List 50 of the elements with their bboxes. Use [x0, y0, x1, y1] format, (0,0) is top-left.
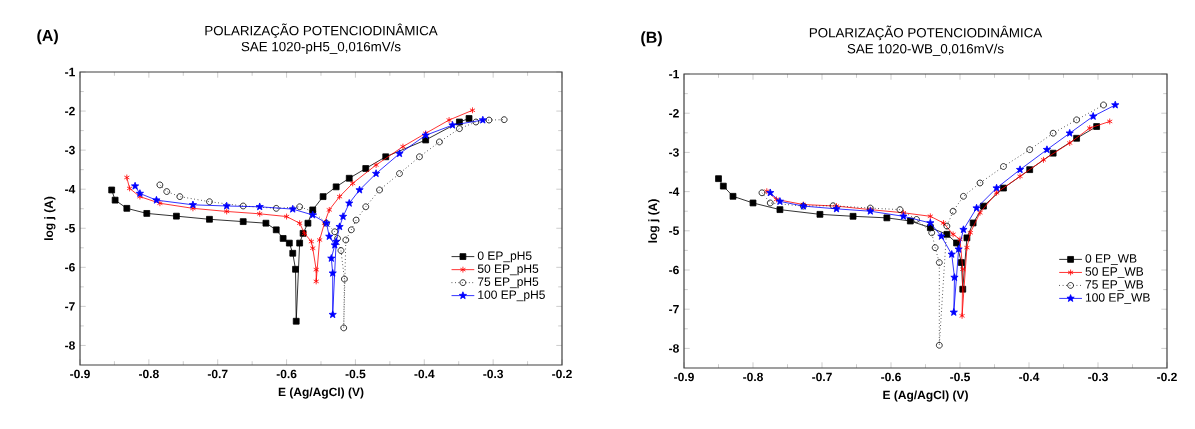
x-axis-title: E (Ag/AgCl) (V): [278, 387, 364, 399]
y-tick-label: -6: [669, 265, 679, 275]
y-tick-label: -8: [65, 341, 75, 350]
y-tick-label: -7: [65, 302, 75, 311]
legend-label: 75 EP_pH5: [477, 277, 539, 289]
text: (B): [641, 31, 662, 47]
x-tick-label: -0.2: [552, 369, 572, 379]
x-tick-label: -0.5: [950, 372, 971, 382]
y-tick-label: -3: [65, 145, 75, 155]
x-tick-label: -0.6: [881, 372, 901, 382]
x-tick-label: -0.8: [743, 372, 763, 382]
x-tick-label: -0.2: [1157, 372, 1177, 382]
y-axis-title: log j (A): [648, 199, 660, 243]
x-tick-label: -0.9: [70, 369, 90, 379]
legend-label: 0 EP_WB: [1085, 254, 1137, 265]
legend-label: 100 EP_WB: [1085, 293, 1150, 304]
legend-label: 75 EP_WB: [1085, 280, 1144, 291]
legend-label: 50 EP_pH5: [477, 264, 539, 276]
y-tick-label: -8: [669, 344, 679, 353]
y-tick-label: -5: [65, 224, 75, 233]
x-tick-label: -0.8: [138, 369, 159, 379]
y-tick-label: -2: [669, 109, 679, 118]
y-axis-title: log j (A): [44, 196, 56, 240]
x-tick-label: -0.3: [1088, 372, 1108, 382]
y-tick-label: -5: [669, 226, 679, 235]
y-tick-label: -1: [65, 67, 75, 77]
y-tick-label: -4: [669, 187, 680, 196]
legend-label: 0 EP_pH5: [477, 251, 532, 263]
y-tick-label: -2: [65, 106, 75, 116]
y-tick-label: -1: [669, 69, 679, 79]
x-tick-label: -0.3: [483, 369, 504, 379]
chart-title: POLARIZAÇÃO POTENCIODINÂMICA: [809, 25, 1043, 41]
x-tick-label: -0.4: [414, 369, 435, 379]
x-tick-label: -0.5: [345, 369, 366, 379]
y-tick-label: -3: [669, 148, 679, 157]
legend-label: 100 EP_pH5: [478, 290, 545, 302]
legend-label: 50 EP_WB: [1085, 267, 1144, 279]
chart-subtitle: SAE 1020-WB_0,016mV/s: [847, 43, 1004, 56]
x-tick-label: -0.7: [207, 369, 228, 379]
x-tick-label: -0.9: [674, 372, 694, 382]
y-tick-label: -6: [65, 263, 75, 272]
y-tick-label: -7: [669, 305, 679, 314]
chart-title: POLARIZAÇÃO POTENCIODINÂMICA: [205, 23, 438, 39]
chart-subtitle: SAE 1020-pH5_0,016mV/s: [241, 41, 401, 54]
y-tick-label: -4: [65, 185, 76, 194]
x-tick-label: -0.4: [1019, 372, 1040, 382]
text: (A): [37, 29, 58, 45]
x-tick-label: -0.6: [276, 369, 297, 379]
x-axis-title: E (Ag/AgCl) (V): [883, 390, 968, 402]
x-tick-label: -0.7: [812, 372, 832, 382]
